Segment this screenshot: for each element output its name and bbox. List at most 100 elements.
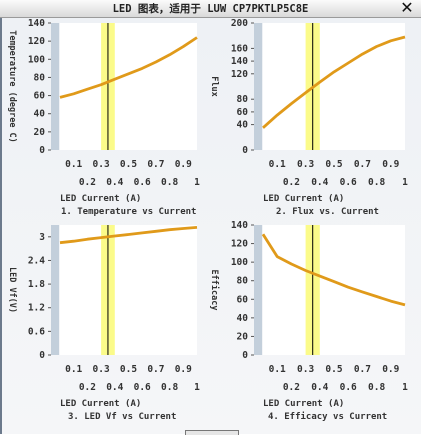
- x-tick-label: 0.5: [120, 159, 137, 170]
- x-tick-label: 0.8: [161, 177, 178, 188]
- y-tick-label: 80: [237, 94, 249, 105]
- x-tick-label: 0.8: [368, 382, 385, 393]
- x-tick-label: 0.6: [134, 177, 151, 188]
- series-line: [261, 233, 406, 307]
- y-tick-label: 0: [39, 145, 45, 156]
- x-axis-label: LED Current (A): [263, 399, 344, 409]
- x-tick-label: 0.2: [283, 177, 300, 188]
- y-tick-label: 0: [242, 350, 248, 361]
- plot-area: [263, 225, 405, 355]
- x-tick-label: 0.7: [354, 364, 371, 375]
- y-axis-label: Flux: [209, 76, 219, 96]
- x-tick-label: 0.6: [340, 382, 357, 393]
- x-axis-label: LED Current (A): [60, 194, 141, 204]
- y-tick-label: 120: [231, 69, 248, 80]
- y-tick-label: 40: [34, 109, 46, 120]
- y-tick-label: 3: [39, 232, 45, 243]
- series-line: [59, 36, 198, 99]
- y-tick-label: 0: [39, 350, 45, 361]
- x-tick-label: 0.3: [297, 364, 314, 375]
- y-tick-label: 80: [34, 72, 46, 83]
- x-tick-label: 0.7: [147, 364, 164, 375]
- x-tick-label: 1: [194, 177, 200, 188]
- x-tick-label: 0.5: [325, 364, 342, 375]
- x-tick-label: 0.6: [340, 177, 357, 188]
- bottom-tab: [185, 430, 239, 435]
- x-tick-label: 0.9: [382, 159, 399, 170]
- close-icon[interactable]: ✕: [400, 0, 414, 17]
- chart-4: [251, 224, 406, 356]
- x-tick-label: 0.8: [161, 382, 178, 393]
- x-tick-label: 0.6: [134, 382, 151, 393]
- y-axis-bar: [254, 225, 262, 355]
- x-tick-label: 0.2: [79, 382, 96, 393]
- y-tick-label: 100: [28, 54, 45, 65]
- y-tick-label: 2.4: [28, 255, 45, 266]
- chart-title: 2. Flux vs. Current: [276, 207, 379, 217]
- x-axis-label: LED Current (A): [60, 399, 141, 409]
- x-tick-label: 0.7: [354, 159, 371, 170]
- plot-area: [60, 23, 197, 150]
- x-tick-label: 0.5: [325, 159, 342, 170]
- x-tick-label: 0.4: [106, 382, 123, 393]
- y-tick-label: 40: [237, 313, 249, 324]
- y-tick-label: 140: [231, 220, 248, 231]
- y-axis-label: Efficacy: [209, 270, 220, 311]
- x-tick-label: 0.1: [65, 364, 82, 375]
- x-tick-label: 0.7: [147, 159, 164, 170]
- chart-title: 4. Efficacy vs Current: [268, 411, 387, 422]
- series-line: [59, 226, 198, 245]
- y-tick-label: 20: [34, 127, 46, 138]
- x-tick-label: 0.9: [175, 364, 192, 375]
- x-tick-label: 0.9: [382, 364, 399, 375]
- x-tick-label: 1: [402, 382, 408, 393]
- y-tick-label: 40: [237, 120, 249, 131]
- chart-title: 1. Temperature vs Current: [61, 207, 196, 217]
- x-tick-label: 0.4: [106, 177, 123, 188]
- y-tick-label: 0.6: [28, 326, 45, 337]
- y-axis-bar: [51, 225, 59, 355]
- y-tick-label: 1.2: [28, 303, 45, 314]
- x-tick-label: 0.4: [311, 177, 328, 188]
- y-tick-label: 20: [237, 331, 249, 342]
- x-tick-label: 1: [194, 382, 200, 393]
- chart-3: [48, 225, 198, 356]
- y-axis-label: LED Vf(V): [7, 267, 17, 313]
- y-tick-label: 120: [28, 36, 45, 47]
- x-tick-label: 0.8: [368, 177, 385, 188]
- x-tick-label: 0.5: [120, 364, 137, 375]
- y-tick-label: 140: [231, 56, 248, 67]
- window-title: LED 图表，适用于 LUW CP7PKTLP5C8E: [112, 3, 309, 15]
- title-bar: LED 图表，适用于 LUW CP7PKTLP5C8E ✕: [0, 0, 421, 18]
- x-tick-label: 0.4: [311, 382, 328, 393]
- x-tick-label: 0.9: [175, 159, 192, 170]
- y-tick-label: 0: [242, 145, 248, 156]
- y-tick-label: 140: [28, 18, 45, 29]
- x-tick-label: 0.2: [283, 382, 300, 393]
- x-tick-label: 0.3: [93, 364, 110, 375]
- x-tick-label: 0.2: [79, 177, 96, 188]
- y-tick-label: 60: [34, 91, 46, 102]
- chart-2: [251, 22, 406, 151]
- plot-area: [60, 225, 197, 355]
- y-tick-label: 60: [237, 107, 249, 118]
- y-tick-label: 100: [231, 257, 248, 268]
- plot-area: [263, 23, 405, 150]
- x-axis-label: LED Current (A): [263, 194, 344, 204]
- x-tick-label: 1: [402, 177, 408, 188]
- x-tick-label: 0.1: [269, 364, 286, 375]
- x-tick-label: 0.1: [269, 159, 286, 170]
- y-axis-label: Temperature (degree C): [7, 30, 17, 143]
- x-tick-label: 0.1: [65, 159, 82, 170]
- y-tick-label: 200: [231, 18, 248, 29]
- y-tick-label: 80: [237, 276, 249, 287]
- y-tick-label: 60: [237, 294, 249, 305]
- y-axis-bar: [254, 23, 262, 150]
- chart-title: 3. LED Vf vs Current: [68, 412, 176, 422]
- y-tick-label: 120: [231, 239, 248, 250]
- series-line: [262, 35, 406, 129]
- y-tick-label: 160: [231, 43, 248, 54]
- y-tick-label: 1.8: [28, 279, 45, 290]
- x-tick-label: 0.3: [93, 159, 110, 170]
